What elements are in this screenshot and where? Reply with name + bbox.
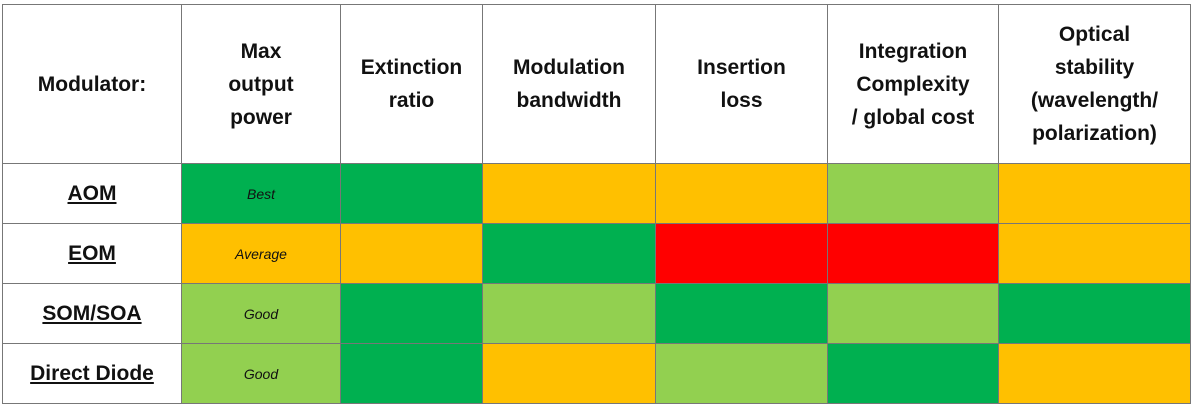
row-label: AOM <box>2 163 182 224</box>
header-text: / global cost <box>851 105 975 129</box>
table-row: Direct Diode Good <box>2 343 1191 404</box>
comparison-table: Modulator: Max output power Extinction ratio M… <box>2 4 1191 404</box>
rating-cell <box>482 283 656 344</box>
rating-cell <box>482 223 656 284</box>
header-text: (wavelength/ <box>1030 89 1159 112</box>
rating-cell <box>827 283 999 344</box>
rating-cell <box>482 343 656 404</box>
header-cell: Max output power <box>181 4 341 164</box>
header-text: loss <box>720 89 763 112</box>
rating-cell <box>998 283 1191 344</box>
header-cell: Optical stability (wavelength/polarization… <box>998 4 1191 164</box>
table-row: EOM Average <box>2 223 1191 284</box>
rating-cell <box>655 163 828 224</box>
table-body: AOM Best EOM Average SOM/SOA Good Direct Diode… <box>2 163 1191 404</box>
header-cell: Insertion loss <box>655 4 828 164</box>
header-text: polarization) <box>1032 122 1157 145</box>
table-row: SOM/SOA Good <box>2 283 1191 344</box>
rating-cell: Average <box>181 223 341 284</box>
header-cell: Modulation bandwidth <box>482 4 656 164</box>
rating-text: Average <box>235 245 287 262</box>
rating-cell <box>340 283 483 344</box>
table-row: AOM Best <box>2 163 1191 224</box>
rating-text: Best <box>246 185 275 202</box>
header-text: bandwidth <box>516 89 622 112</box>
rating-cell <box>655 343 828 404</box>
header-text: Integration <box>858 39 968 63</box>
rating-cell: Good <box>181 343 341 404</box>
header-text: Modulator: <box>37 72 147 96</box>
header-cell: Integration Complexity / global cost <box>827 4 999 164</box>
rating-cell <box>998 343 1191 404</box>
rating-cell <box>827 163 999 224</box>
rating-cell: Best <box>181 163 341 224</box>
header-text: stability <box>1054 56 1135 79</box>
rating-text: Good <box>243 305 279 322</box>
rating-cell <box>655 283 828 344</box>
rating-cell <box>340 163 483 224</box>
rating-cell <box>827 223 999 284</box>
rating-cell <box>655 223 828 284</box>
row-label: Direct Diode <box>2 343 182 404</box>
rating-cell <box>340 343 483 404</box>
header-text: Extinction <box>360 56 463 79</box>
rating-cell <box>482 163 656 224</box>
rating-text: Good <box>243 365 279 382</box>
header-text: Insertion <box>697 56 786 79</box>
header-text: output <box>228 72 294 96</box>
header-text: Optical <box>1058 23 1131 46</box>
rating-cell <box>827 343 999 404</box>
header-text: Complexity <box>856 72 970 96</box>
header-cell: Extinction ratio <box>340 4 483 164</box>
rating-cell <box>998 163 1191 224</box>
header-text: Max <box>240 39 282 63</box>
header-text: Modulation <box>513 56 625 79</box>
row-label: EOM <box>2 223 182 284</box>
rating-cell <box>340 223 483 284</box>
header-cell: Modulator: <box>2 4 182 164</box>
header-text: power <box>230 105 292 129</box>
header-text: ratio <box>388 89 435 112</box>
rating-cell <box>998 223 1191 284</box>
header-row: Modulator: Max output power Extinction ratio M… <box>2 4 1191 164</box>
row-label: SOM/SOA <box>2 283 182 344</box>
rating-cell: Good <box>181 283 341 344</box>
